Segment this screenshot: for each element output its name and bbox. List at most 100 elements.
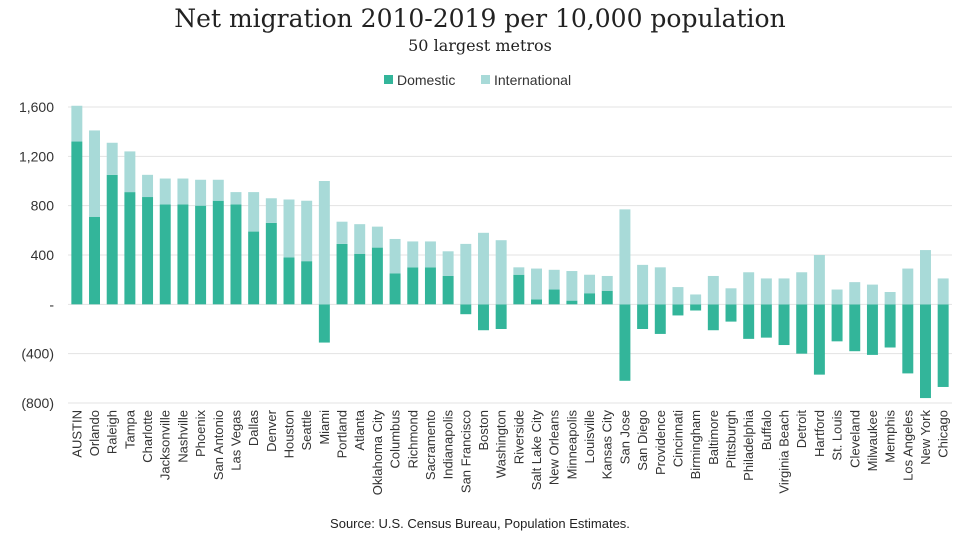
bar-domestic-cleveland [849,304,861,352]
bar-international-providence [654,267,666,305]
x-tick-label: San Antonio [211,410,226,480]
x-tick-label: Louisville [582,410,597,463]
bar-international-san-jose [619,209,631,305]
bar-domestic-raleigh [106,174,118,305]
bar-international-hartford [813,255,825,305]
bar-international-phoenix [195,179,207,206]
bar-domestic-las-vegas [230,204,242,305]
x-tick-label: Houston [282,410,297,458]
bar-domestic-houston [283,257,295,305]
bar-series [71,105,949,399]
bar-domestic-jacksonville [159,204,171,305]
bar-domestic-riverside [513,274,525,305]
bar-domestic-orlando [89,216,101,305]
bar-international-salt-lake-city [531,268,543,300]
bar-domestic-charlotte [142,197,154,305]
bar-domestic-seattle [301,261,313,305]
bar-international-virginia-beach [778,278,790,305]
x-tick-label: Baltimore [706,410,721,465]
x-tick-label: New York [918,410,933,465]
bar-domestic-memphis [884,304,896,348]
bar-international-cincinnati [672,287,684,305]
bar-domestic-san-diego [637,304,649,329]
bar-international-chicago [937,278,949,305]
y-tick-label: 1,600 [19,99,54,115]
bar-domestic-st-louis [831,304,843,342]
y-tick-label: 400 [31,247,55,263]
bar-domestic-nashville [177,204,189,305]
legend-swatch-domestic [384,75,393,84]
x-tick-label: Salt Lake City [529,410,544,491]
x-tick-label: Sacramento [423,410,438,480]
bar-international-washington [495,240,507,305]
x-axis-tick-labels: AUSTIN Orlando Raleigh Tampa Charlotte Jackso… [69,409,950,495]
x-tick-label: Phoenix [193,410,208,457]
x-tick-label: Orlando [87,410,102,456]
bar-domestic-hartford [813,304,825,375]
bar-domestic-tampa [124,192,136,305]
bar-international-baltimore [707,275,719,305]
bar-international-louisville [584,274,596,294]
bar-domestic-columbus [389,273,401,305]
bar-international-seattle [301,200,313,262]
bar-domestic-salt-lake-city [531,299,543,305]
bar-domestic-austin [71,141,83,305]
bar-domestic-pittsburgh [725,304,737,322]
bar-international-tampa [124,151,136,193]
bar-international-los-angeles [902,268,914,305]
x-tick-label: New Orleans [547,410,562,486]
bar-domestic-sacramento [424,267,436,305]
x-tick-label: Riverside [511,410,526,464]
x-tick-label: Dallas [246,410,261,447]
x-tick-label: Chicago [936,410,951,458]
bar-domestic-denver [265,222,277,305]
x-tick-label: Seattle [299,410,314,450]
bar-international-memphis [884,292,896,305]
bar-international-detroit [796,272,808,305]
bar-international-columbus [389,238,401,274]
bar-international-buffalo [760,278,772,305]
bar-international-houston [283,199,295,258]
legend-label-international: International [494,72,571,88]
bar-international-boston [477,232,489,305]
bar-international-jacksonville [159,178,171,205]
x-tick-label: Birmingham [688,410,703,479]
bar-international-austin [71,105,83,142]
x-tick-label: Nashville [175,410,190,463]
y-tick-label: - [49,296,54,312]
legend: Domestic International [384,72,571,88]
x-tick-label: Denver [264,409,279,452]
x-tick-label: Washington [494,410,509,478]
bar-international-san-antonio [212,179,224,201]
bar-international-san-diego [637,264,649,305]
bar-international-minneapolis [566,271,578,301]
bar-international-indianapolis [442,251,454,276]
bar-international-pittsburgh [725,288,737,305]
legend-label-domestic: Domestic [397,72,455,88]
bar-domestic-washington [495,304,507,329]
x-tick-label: Boston [476,410,491,450]
x-tick-label: San Francisco [458,410,473,493]
x-tick-label: Jacksonville [158,410,173,480]
bar-domestic-miami [318,304,330,343]
x-tick-label: Columbus [388,410,403,469]
bar-domestic-philadelphia [743,304,755,339]
y-tick-label: 1,200 [19,148,54,164]
bar-international-milwaukee [866,284,878,305]
x-tick-label: Indianapolis [441,410,456,480]
x-tick-label: San Diego [635,410,650,471]
y-tick-label: (400) [21,346,54,362]
bar-domestic-new-york [919,304,931,399]
bar-domestic-milwaukee [866,304,878,355]
bar-international-new-york [919,250,931,305]
bar-international-charlotte [142,174,154,198]
x-tick-label: Richmond [405,410,420,469]
x-tick-label: Las Vegas [228,410,243,471]
x-tick-label: Minneapolis [564,410,579,480]
bar-domestic-dallas [248,231,260,305]
bar-domestic-cincinnati [672,304,684,316]
bar-domestic-san-antonio [212,200,224,305]
bar-domestic-providence [654,304,666,334]
x-tick-label: Memphis [883,410,898,463]
bar-domestic-birmingham [690,304,702,311]
